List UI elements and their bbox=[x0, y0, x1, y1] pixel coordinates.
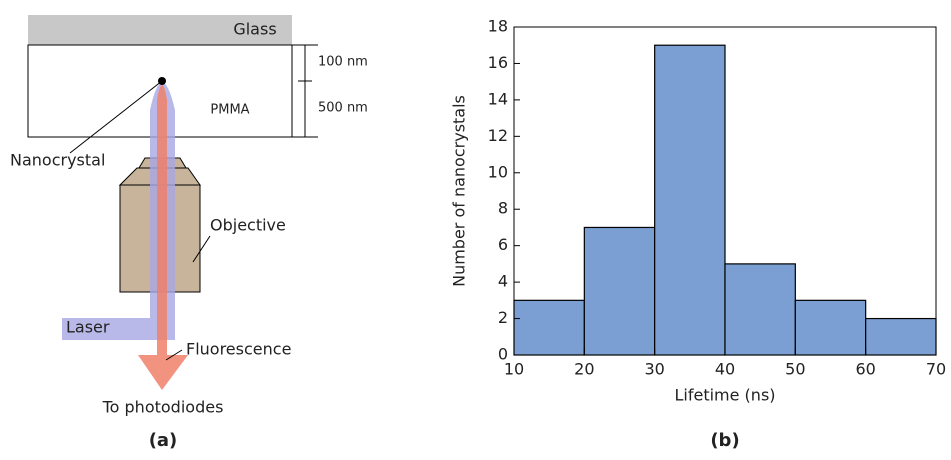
glass-layer bbox=[28, 15, 292, 45]
y-tick-label: 6 bbox=[498, 235, 508, 254]
histogram: 0 2 4 6 8 10 12 14 16 18 10 20 30 40 50 60 70 Lifetime (n… bbox=[450, 17, 947, 452]
y-tick-label: 12 bbox=[488, 126, 508, 145]
laser-label: Laser bbox=[66, 318, 110, 337]
x-tick-label: 20 bbox=[574, 360, 594, 379]
bar bbox=[724, 263, 796, 356]
pmma-label: PMMA bbox=[210, 103, 249, 118]
y-tick-label: 16 bbox=[488, 53, 508, 72]
thickness-label: 500 nm bbox=[318, 101, 368, 116]
y-tick-label: 0 bbox=[498, 345, 508, 364]
glass-label: Glass bbox=[233, 20, 276, 39]
bar bbox=[654, 44, 726, 356]
y-tick-label: 2 bbox=[498, 308, 508, 327]
y-tick-label: 18 bbox=[488, 17, 508, 36]
bar bbox=[794, 299, 867, 356]
x-tick-label: 40 bbox=[715, 360, 735, 379]
x-tick-label: 10 bbox=[504, 360, 524, 379]
y-tick-label: 8 bbox=[498, 199, 508, 218]
objective-label: Objective bbox=[210, 216, 286, 235]
diagram: Glass PMMA 100 nm 500 nm Nanocrystal Obj… bbox=[10, 15, 368, 451]
x-tick-label: 50 bbox=[785, 360, 805, 379]
fluorescence-label: Fluorescence bbox=[186, 340, 291, 359]
x-tick-label: 70 bbox=[926, 360, 946, 379]
y-axis-label: Number of nanocrystals bbox=[450, 95, 469, 287]
x-tick-label: 60 bbox=[855, 360, 875, 379]
thickness-label: 100 nm bbox=[318, 55, 368, 70]
panel-label: (b) bbox=[710, 430, 739, 451]
bar bbox=[513, 299, 585, 356]
y-tick-label: 10 bbox=[488, 162, 508, 181]
output-label: To photodiodes bbox=[102, 398, 224, 417]
fluorescence-beam bbox=[138, 85, 188, 390]
dimension-lines bbox=[292, 44, 318, 138]
y-tick-label: 14 bbox=[488, 89, 508, 108]
x-axis-label: Lifetime (ns) bbox=[674, 386, 775, 405]
bar bbox=[583, 226, 656, 356]
bar bbox=[865, 317, 937, 356]
leader-line bbox=[69, 80, 163, 154]
leader-line bbox=[165, 349, 183, 361]
y-tick-label: 4 bbox=[498, 272, 508, 291]
x-tick-label: 30 bbox=[644, 360, 664, 379]
nanocrystal-label: Nanocrystal bbox=[10, 151, 105, 170]
panel-label: (a) bbox=[149, 430, 178, 451]
leader-line bbox=[192, 235, 211, 263]
